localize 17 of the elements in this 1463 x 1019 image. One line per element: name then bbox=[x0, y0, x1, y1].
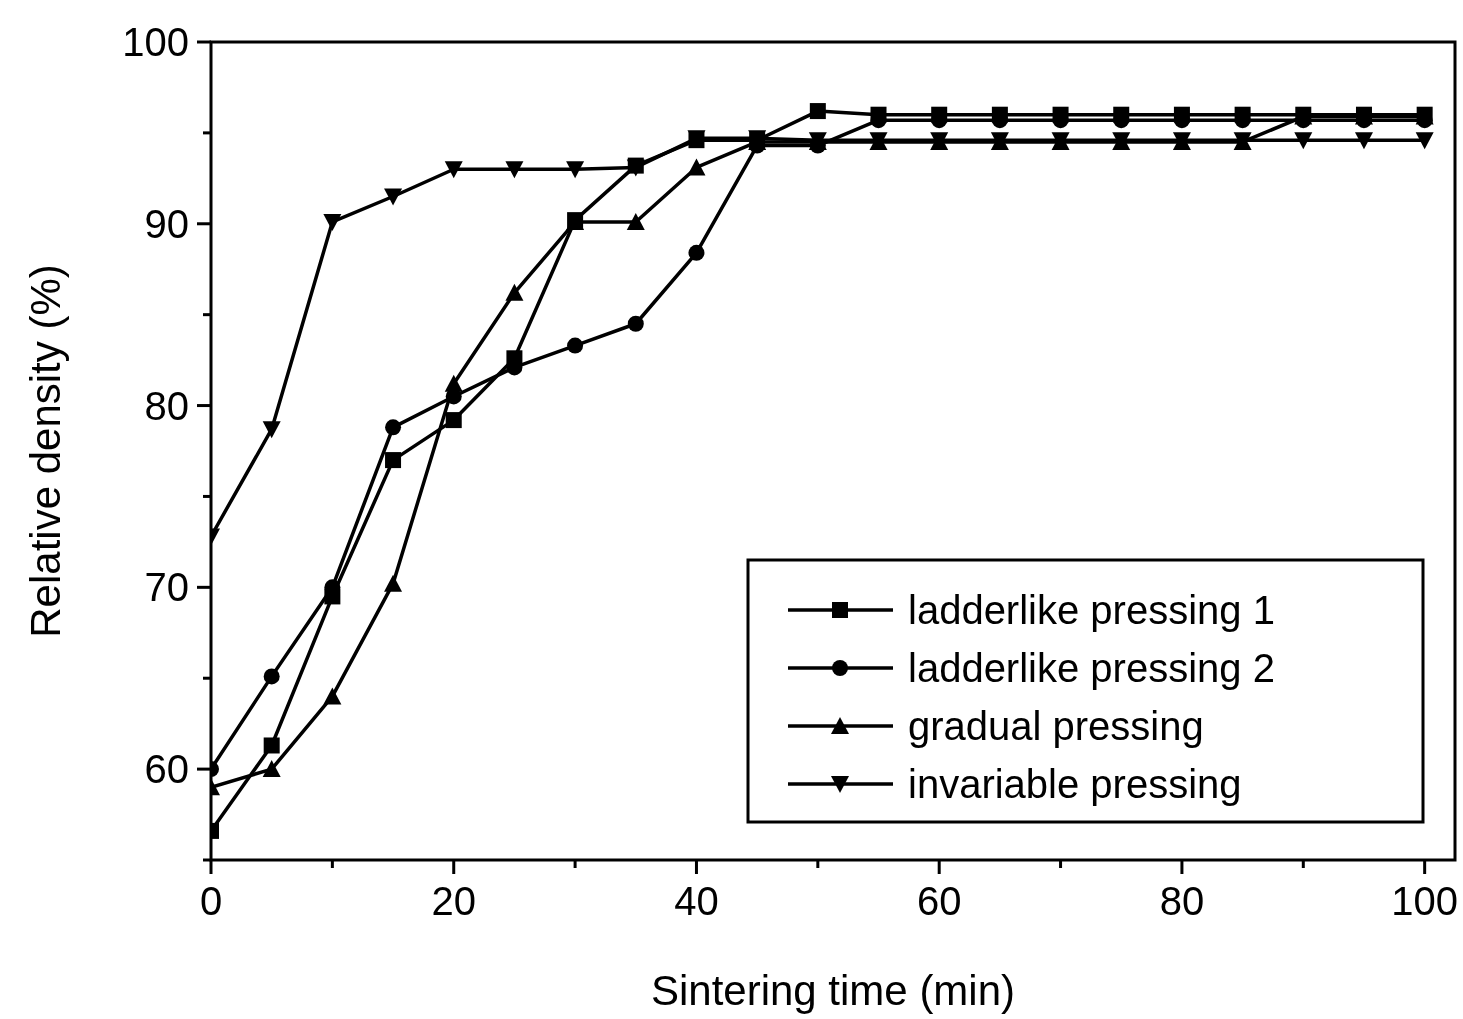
y-tick-label: 90 bbox=[144, 201, 189, 246]
legend-label: gradual pressing bbox=[908, 704, 1204, 748]
y-tick-label: 60 bbox=[144, 747, 189, 792]
y-tick-label: 70 bbox=[144, 565, 189, 610]
legend-label: invariable pressing bbox=[908, 762, 1242, 806]
y-tick-label: 80 bbox=[144, 383, 189, 428]
x-tick-label: 40 bbox=[674, 879, 719, 923]
x-tick-label: 0 bbox=[199, 879, 223, 923]
y-axis-title: Relative density (%) bbox=[22, 264, 69, 638]
x-tick-label: 60 bbox=[916, 879, 962, 923]
x-tick-label: 80 bbox=[1159, 879, 1205, 923]
x-tick-label: 100 bbox=[1391, 879, 1459, 923]
legend-label: ladderlike pressing 1 bbox=[908, 588, 1275, 632]
legend-label: ladderlike pressing 2 bbox=[908, 646, 1275, 690]
x-tick-label: 20 bbox=[431, 879, 476, 923]
x-axis-title: Sintering time (min) bbox=[650, 967, 1016, 1014]
y-tick-label: 100 bbox=[122, 20, 189, 64]
